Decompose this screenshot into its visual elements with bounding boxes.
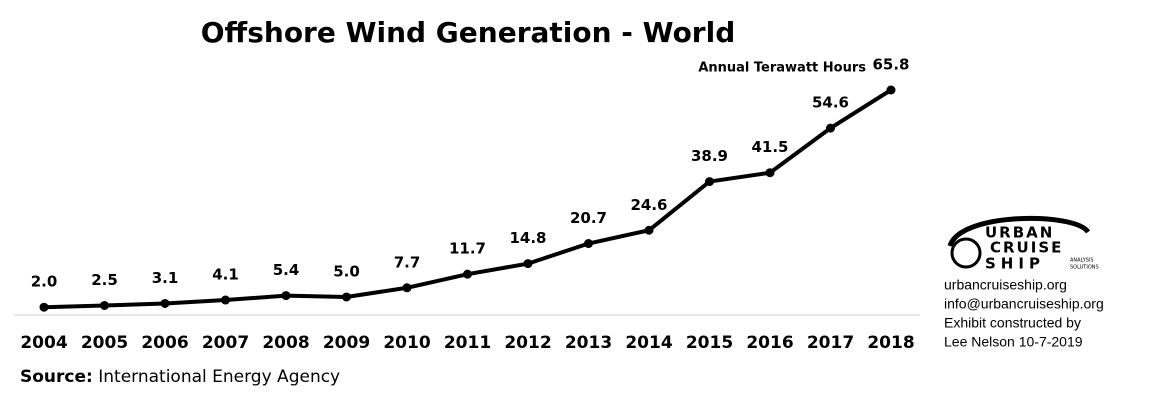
x-tick-label: 2014 [625, 333, 672, 353]
value-label: 4.1 [212, 266, 239, 284]
data-point [705, 177, 714, 187]
data-point [644, 225, 654, 235]
value-label: 54.6 [812, 94, 849, 112]
logo-arc [947, 215, 1091, 248]
x-tick-label: 2009 [323, 333, 370, 353]
x-tick-label: 2013 [565, 333, 612, 353]
annotation: Annual Terawatt Hours [698, 61, 866, 76]
value-label: 65.8 [872, 56, 909, 74]
source-label: Source: [20, 367, 93, 387]
credit-line: info@urbancruiseship.org [944, 296, 1104, 312]
credit-line: Lee Nelson 10-7-2019 [944, 334, 1083, 350]
x-tick-label: 2017 [807, 333, 854, 353]
value-label: 2.5 [91, 271, 118, 289]
value-label: 20.7 [570, 209, 607, 227]
logo: URBAN CRUISE SHIP ANALYSIS SOLUTIONS [947, 215, 1099, 273]
value-label: 5.4 [273, 261, 300, 279]
logo-tagline: ANALYSIS [1070, 258, 1094, 264]
x-tick-label: 2012 [504, 333, 551, 353]
data-point [100, 300, 109, 310]
x-tick-label: 2008 [262, 333, 309, 353]
source: Source: International Energy Agency [20, 367, 340, 387]
x-tick-label: 2016 [746, 333, 793, 353]
x-tick-label: 2018 [867, 333, 914, 353]
credit-line: urbancruiseship.org [944, 277, 1067, 293]
value-label: 3.1 [152, 269, 179, 287]
x-tick-label: 2015 [686, 333, 733, 353]
x-tick-label: 2010 [383, 333, 430, 353]
value-label: 38.9 [691, 147, 728, 165]
x-tick-label: 2007 [202, 333, 249, 353]
credit-line: Exhibit constructed by [944, 315, 1081, 331]
data-point [584, 239, 593, 249]
data-point [281, 291, 291, 301]
x-tick-label: 2006 [141, 333, 188, 353]
data-point [342, 292, 351, 302]
data-point [886, 85, 896, 95]
data-point [826, 123, 835, 133]
data-point [160, 298, 170, 308]
logo-tagline: SOLUTIONS [1070, 265, 1099, 271]
logo-line: SHIP [985, 255, 1045, 273]
logo-emblem [950, 237, 982, 269]
value-label: 7.7 [394, 253, 421, 271]
logo-line: CRUISE [990, 239, 1063, 257]
data-point [765, 168, 775, 178]
x-tick-label: 2005 [81, 333, 128, 353]
value-label: 14.8 [509, 229, 546, 247]
data-point [523, 259, 533, 269]
logo-line: URBAN [985, 224, 1054, 242]
source-text: International Energy Agency [98, 367, 340, 387]
value-label: 5.0 [333, 262, 360, 280]
data-point [402, 283, 412, 293]
x-tick-label: 2011 [444, 333, 491, 353]
x-tick-label: 2004 [20, 333, 67, 353]
value-label: 24.6 [630, 196, 667, 214]
value-label: 41.5 [751, 138, 788, 156]
data-point [221, 295, 230, 305]
data-point [39, 302, 49, 312]
value-label: 2.0 [31, 273, 58, 291]
value-label: 11.7 [449, 240, 486, 258]
chart-title: Offshore Wind Generation - World [201, 16, 736, 49]
data-point [463, 269, 472, 279]
